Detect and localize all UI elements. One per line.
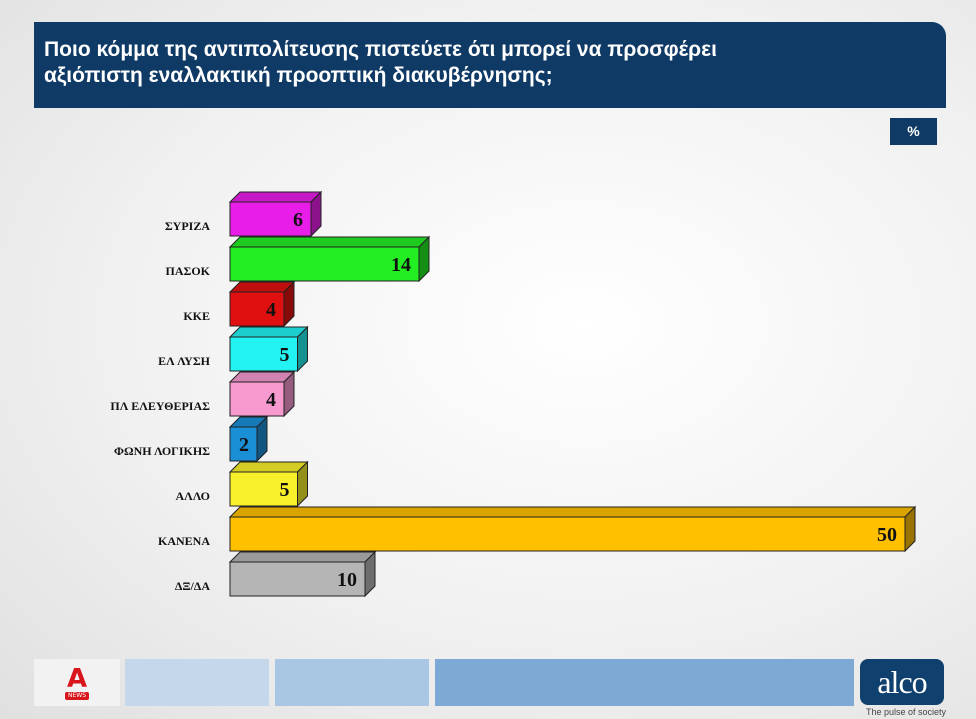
bar-chart: 6 ΣΥΡΙΖΑ 14 ΠΑΣΟΚ 4 ΚΚΕ 5 ΕΛ ΛΥΣΗ 4 ΠΛ ΕΛΕΥΘΕΡΙΑΣ… xyxy=(110,190,917,598)
bar-3-top xyxy=(228,281,296,293)
bar-8-front xyxy=(229,516,906,552)
category-label-6: ΦΩΝΗ ΛΟΓΙΚΗΣ xyxy=(114,444,210,458)
bar-1-front xyxy=(229,201,312,237)
category-label-3: ΚΚΕ xyxy=(183,309,210,323)
alpha-logo-mark: Α xyxy=(66,663,88,694)
alco-tagline: The pulse of society xyxy=(866,707,947,717)
bar-1-value-label: 6 xyxy=(293,209,303,231)
alpha-news-logo: Α NEWS xyxy=(62,666,92,700)
category-label-8: ΚΑΝΕΝΑ xyxy=(158,534,210,548)
bar-3-front xyxy=(229,291,285,327)
bar-8-group: 50 ΚΑΝΕΝΑ xyxy=(158,505,917,553)
bar-6-front xyxy=(229,426,258,462)
alpha-logo-box: Α NEWS xyxy=(34,659,120,706)
chart-title-line-2: αξιόπιστη εναλλακτική προοπτική διακυβέρ… xyxy=(44,64,553,87)
bar-4-top xyxy=(228,326,309,338)
bar-8-top xyxy=(228,506,917,518)
category-label-7: ΑΛΛΟ xyxy=(175,489,210,503)
bar-7-top xyxy=(228,461,309,473)
bar-7-group: 5 ΑΛΛΟ xyxy=(175,460,309,508)
alco-logo-text: alco xyxy=(877,664,927,700)
category-label-5: ΠΛ ΕΛΕΥΘΕΡΙΑΣ xyxy=(110,399,210,413)
bar-5-group: 4 ΠΛ ΕΛΕΥΘΕΡΙΑΣ xyxy=(110,370,296,418)
footer-stripe-2 xyxy=(275,659,429,706)
unit-badge: % xyxy=(890,118,937,145)
bar-2-top xyxy=(228,236,431,248)
footer-stripe-3 xyxy=(435,659,854,706)
bar-9-group: 10 ΔΞ/ΔΑ xyxy=(175,550,377,598)
bar-3-group: 4 ΚΚΕ xyxy=(183,280,296,328)
bar-4-front xyxy=(229,336,298,372)
bar-4-group: 5 ΕΛ ΛΥΣΗ xyxy=(158,325,309,373)
category-label-1: ΣΥΡΙΖΑ xyxy=(165,219,211,233)
bar-2-front xyxy=(229,246,420,282)
bar-9-top xyxy=(228,551,377,563)
bar-7-value-label: 5 xyxy=(280,479,290,501)
bar-5-top xyxy=(228,371,296,383)
category-label-4: ΕΛ ΛΥΣΗ xyxy=(158,354,211,368)
bar-1-top xyxy=(228,191,323,203)
bar-7-front xyxy=(229,471,298,507)
bar-9-value-label: 10 xyxy=(337,569,357,591)
bar-6-value-label: 2 xyxy=(239,434,249,456)
bar-2-group: 14 ΠΑΣΟΚ xyxy=(165,235,431,283)
bar-3-value-label: 4 xyxy=(266,299,276,321)
bar-4-value-label: 5 xyxy=(280,344,290,366)
category-label-9: ΔΞ/ΔΑ xyxy=(175,579,211,593)
chart-title: Ποιο κόμμα της αντιπολίτευσης πιστεύετε … xyxy=(34,22,946,108)
bar-2-value-label: 14 xyxy=(391,254,411,276)
alpha-logo-news: NEWS xyxy=(64,691,90,700)
alco-logo: alco xyxy=(860,659,944,705)
bar-1-group: 6 ΣΥΡΙΖΑ xyxy=(165,190,323,238)
chart-title-line-1: Ποιο κόμμα της αντιπολίτευσης πιστεύετε … xyxy=(44,38,717,61)
footer-stripe-1 xyxy=(125,659,269,706)
category-label-2: ΠΑΣΟΚ xyxy=(165,264,210,278)
bar-5-value-label: 4 xyxy=(266,389,276,411)
bar-6-group: 2 ΦΩΝΗ ΛΟΓΙΚΗΣ xyxy=(114,415,269,463)
bar-8-value-label: 50 xyxy=(877,524,897,546)
bar-5-front xyxy=(229,381,285,417)
bar-9-front xyxy=(229,561,366,597)
